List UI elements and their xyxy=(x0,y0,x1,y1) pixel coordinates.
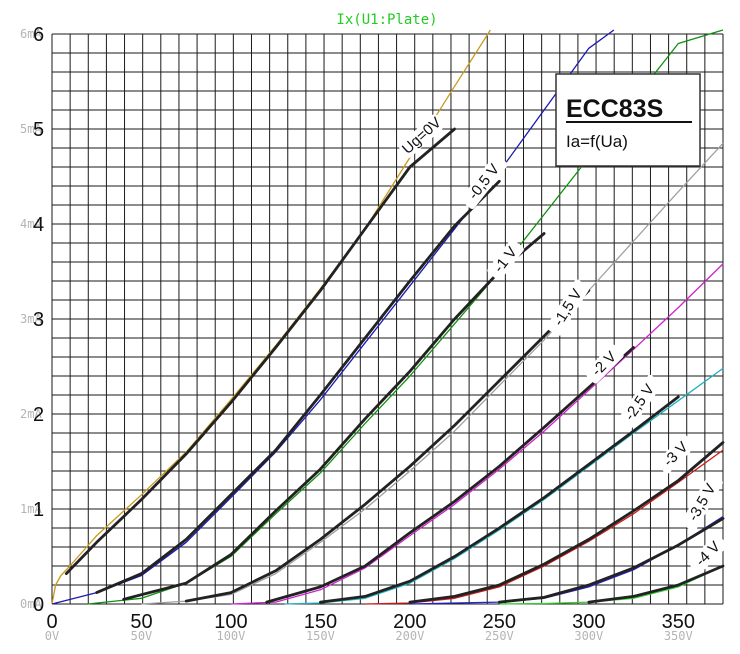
curve-label-group: -2 V xyxy=(584,344,624,384)
y-tick-label-sim: 2mA xyxy=(20,407,42,421)
curve-label-background xyxy=(681,474,723,531)
y-tick-label: 1 xyxy=(33,499,44,521)
measured-line xyxy=(265,346,635,604)
tube-relation: Ia=f(Ua) xyxy=(566,132,628,151)
x-tick-label: 300 xyxy=(572,611,605,633)
y-tick-label-sim: 1mA xyxy=(20,502,42,516)
y-tick-label: 2 xyxy=(33,404,44,426)
y-tick-label: 0 xyxy=(33,594,44,616)
curve-label: Ug=0V xyxy=(399,114,445,158)
curve-label: -3,5 V xyxy=(685,481,720,524)
y-tick-label-sim: 5mA xyxy=(20,122,42,136)
y-tick-label-sim: 0mA xyxy=(20,597,42,611)
curve-label-background xyxy=(688,534,728,574)
x-tick-label: 250 xyxy=(483,611,516,633)
x-tick-label: 100 xyxy=(214,611,247,633)
series-line xyxy=(284,367,724,605)
series-line xyxy=(51,29,491,605)
x-tick-label: 350 xyxy=(662,611,695,633)
measured-line xyxy=(184,289,591,603)
y-tick-label-sim: 3mA xyxy=(20,312,42,326)
y-tick-label-sim: 6mA xyxy=(20,27,42,41)
x-tick-label-sim: 350V xyxy=(664,629,693,643)
curve-label: -1,5 V xyxy=(550,286,586,329)
tube-name: ECC83S xyxy=(566,95,663,123)
measured-curves xyxy=(64,127,725,604)
x-tick-label-sim: 250V xyxy=(485,629,514,643)
x-tick-label: 200 xyxy=(393,611,426,633)
x-axis-ticks: 0V 50V 100V 150V 200V 250V 300V 350V 0 50 100 150 20… xyxy=(45,611,695,643)
measured-line xyxy=(408,441,725,604)
curve-label-group: Ug=0V xyxy=(398,114,445,158)
series-line xyxy=(230,263,724,605)
x-tick-label-sim: 0V xyxy=(45,629,59,643)
curve-label-group: -2,5 V xyxy=(617,374,663,431)
grid xyxy=(51,33,724,605)
series-line xyxy=(51,29,615,605)
x-tick-label-sim: 300V xyxy=(574,629,603,643)
measured-line xyxy=(318,395,680,604)
curve-label-background xyxy=(398,114,445,158)
y-tick-label: 3 xyxy=(33,309,44,331)
measured-line xyxy=(122,232,546,601)
x-tick-label-sim: 200V xyxy=(395,629,424,643)
x-tick-label-sim: 50V xyxy=(131,629,153,643)
measured-line xyxy=(95,179,501,594)
y-tick-label: 4 xyxy=(33,214,44,236)
curve-label-background xyxy=(460,154,508,209)
tube-info-box: ECC83S Ia=f(Ua) xyxy=(555,73,701,167)
x-tick-label: 0 xyxy=(46,611,57,633)
curve-label-background xyxy=(546,279,590,336)
curve-label-background xyxy=(656,434,696,474)
chart-title: Ix(U1:Plate) xyxy=(336,12,437,28)
y-axis-ticks: 0mA 1mA 2mA 3mA 4mA 5mA 6mA 0 1 2 3 4 5 6 xyxy=(20,24,44,616)
curve-label-group: -1,5 V xyxy=(546,279,590,336)
x-tick-label: 50 xyxy=(130,611,152,633)
measured-line xyxy=(497,517,725,604)
x-tick-label-sim: 100V xyxy=(216,629,245,643)
curve-label-group: -0,5 V xyxy=(460,154,508,209)
y-tick-label: 6 xyxy=(33,24,44,46)
curve-label-background xyxy=(617,374,663,431)
x-tick-label-sim: 150V xyxy=(306,629,335,643)
measured-line xyxy=(64,127,457,575)
y-tick-label: 5 xyxy=(33,119,44,141)
measured-line xyxy=(587,564,725,604)
series-line xyxy=(141,142,724,605)
y-tick-label-sim: 4mA xyxy=(20,217,42,231)
curve-label-background xyxy=(584,344,624,384)
tube-info-frame xyxy=(555,73,701,167)
curve-label-background xyxy=(487,239,524,281)
x-tick-label: 150 xyxy=(304,611,337,633)
